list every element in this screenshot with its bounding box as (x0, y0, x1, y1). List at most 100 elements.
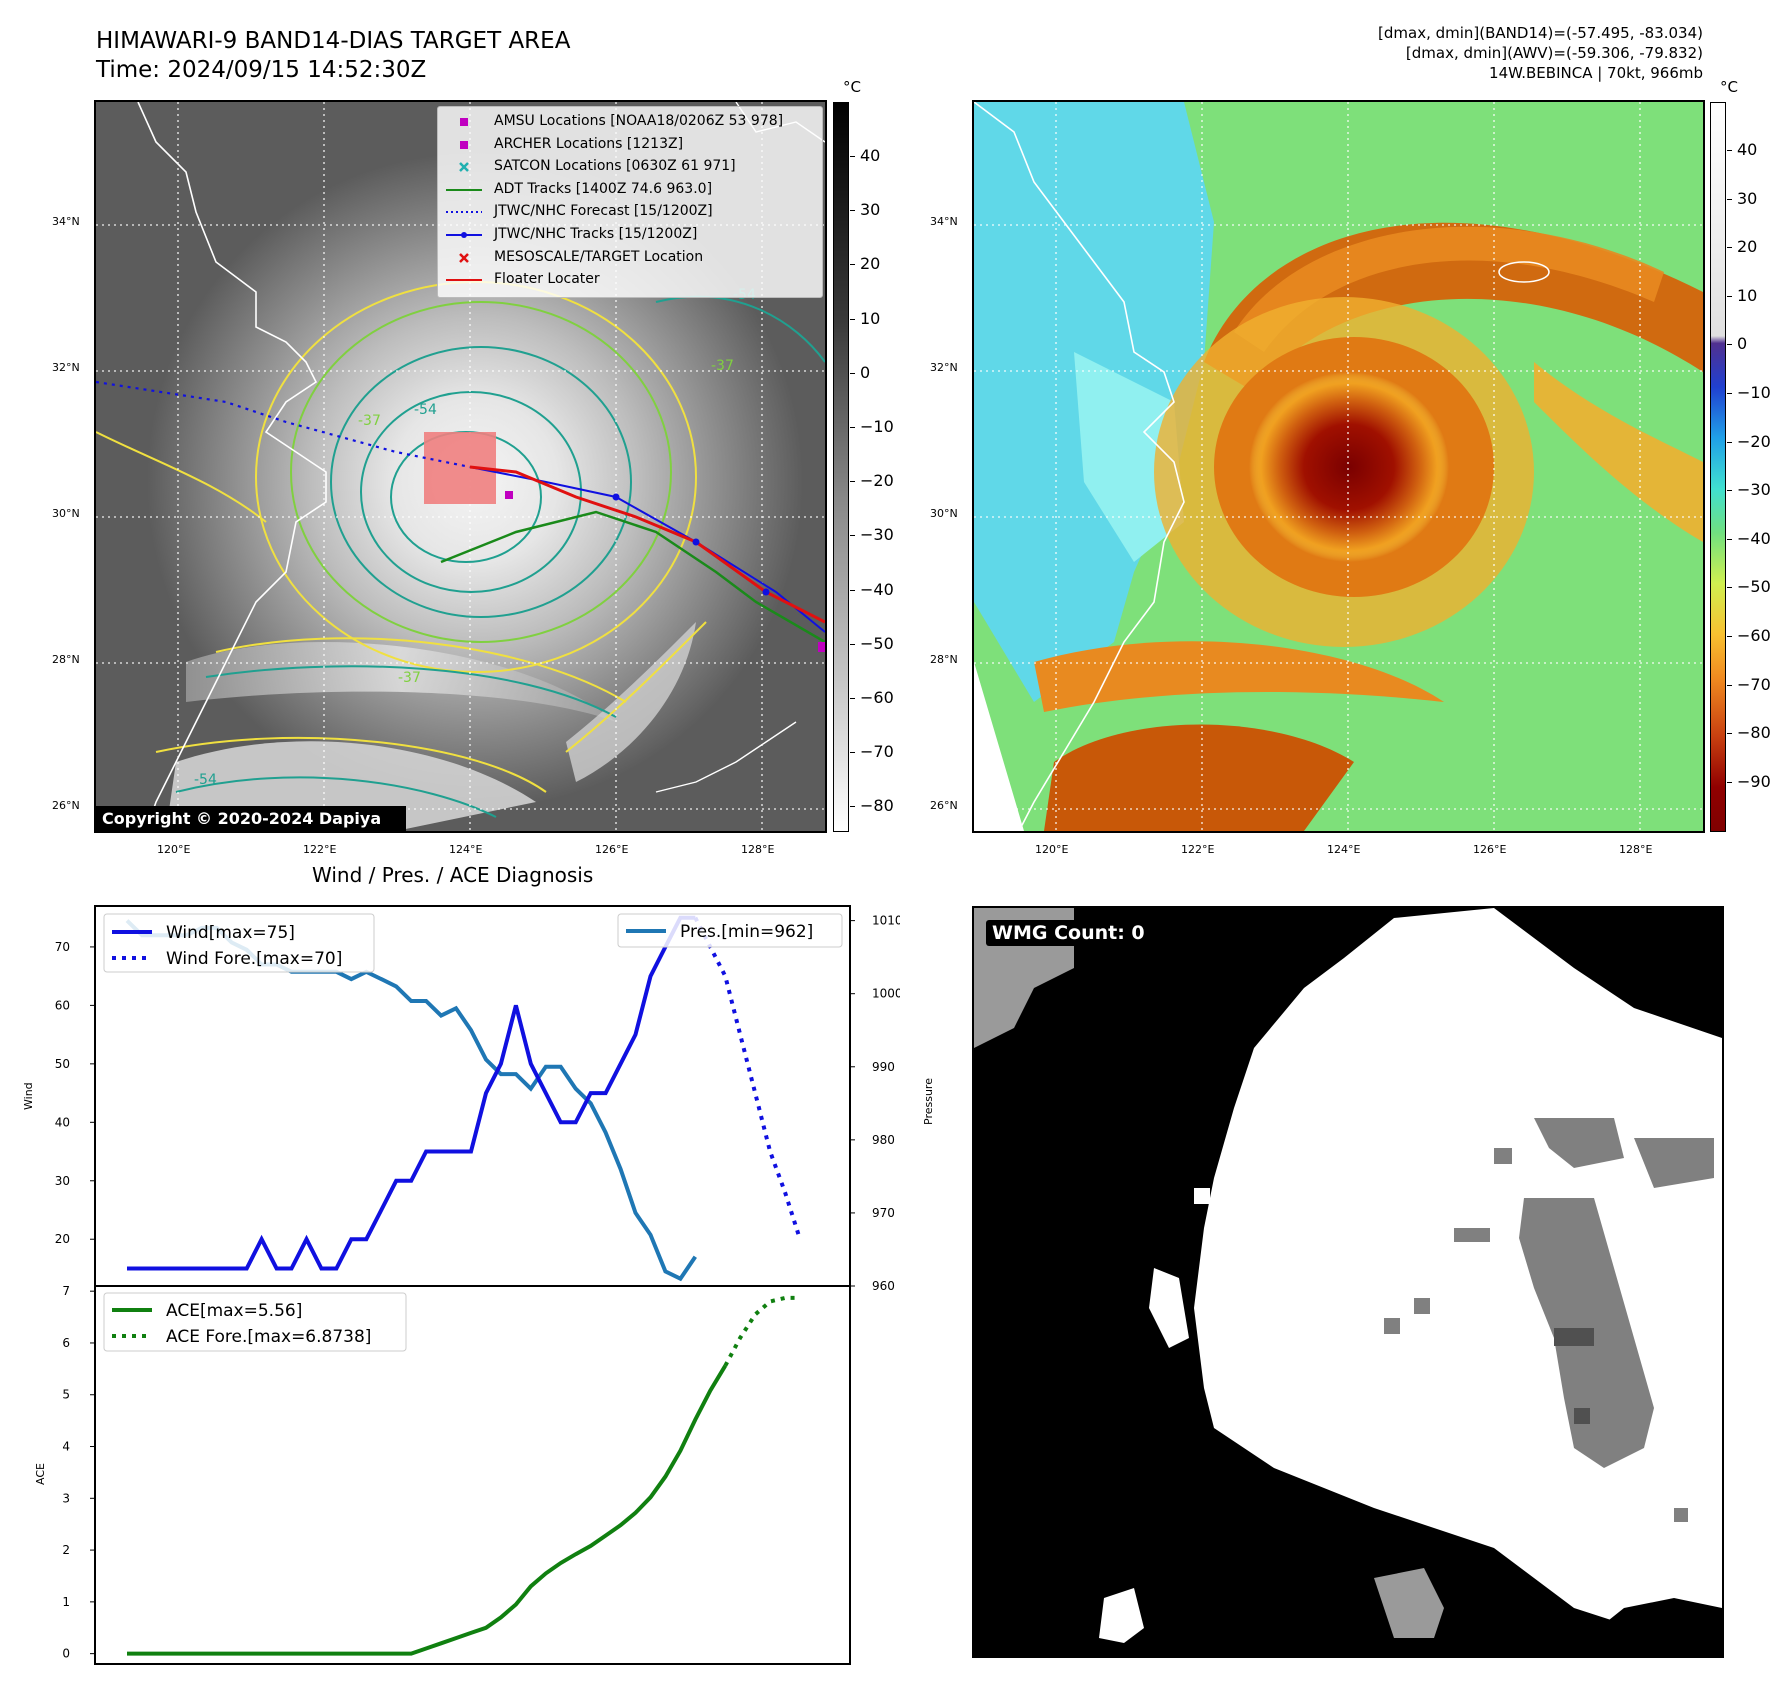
axis-tick-label: 5 (62, 1388, 70, 1402)
wmg-canvas (974, 908, 1722, 1656)
awv-lat-tick: 30°N (930, 507, 958, 520)
colorbar-tick-mark (1727, 733, 1732, 735)
axis-tick-label: 980 (872, 1133, 895, 1147)
ir-contour-label: -54 (414, 402, 437, 418)
ir-legend-entry: MESOSCALE/TARGET Location (444, 247, 816, 270)
axis-tick-label: 1000 (872, 987, 900, 1001)
awv-map (972, 100, 1705, 833)
axis-tick-label: 20 (55, 1232, 70, 1246)
axis-tick-label: 6 (62, 1336, 70, 1350)
axis-tick-label: 990 (872, 1060, 895, 1074)
ir-contour-label: -37 (358, 413, 381, 429)
wind-fore-legend-label: Wind Fore.[max=70] (166, 949, 342, 969)
axis-tick-label: 2 (62, 1543, 70, 1557)
ir-legend-swatch (446, 188, 482, 191)
wind-legend: Wind[max=75] Wind Fore.[max=70] (103, 913, 375, 973)
axis-tick-label: 60 (55, 998, 70, 1012)
colorbar-tick-label: −10 (860, 417, 894, 436)
colorbar-tick-label: −50 (860, 633, 894, 653)
pressure-axis-label: Pressure (922, 1078, 935, 1125)
awv-lat-tick: 28°N (930, 653, 958, 666)
colorbar-tick-label: 20 (1737, 237, 1758, 257)
pressure-legend-label: Pres.[min=962] (680, 922, 813, 942)
axis-tick-label: 40 (55, 1115, 70, 1129)
ir-legend-entry: AMSU Locations [NOAA18/0206Z 53 978] (444, 111, 816, 134)
ir-legend-label: JTWC/NHC Forecast [15/1200Z] (494, 203, 713, 220)
colorbar-tick-mark (1727, 344, 1732, 346)
awv-map-canvas (974, 102, 1703, 831)
colorbar-tick-mark (850, 210, 855, 212)
ace-legend-label: ACE[max=5.56] (166, 1301, 302, 1321)
colorbar-tick-mark (850, 264, 855, 266)
axis-tick-label: 4 (62, 1440, 70, 1454)
colorbar-tick-label: 10 (860, 308, 881, 328)
ir-legend-swatch (446, 279, 482, 282)
ir-lon-tick: 128°E (741, 843, 775, 856)
colorbar-tick-label: 30 (860, 200, 881, 220)
ir-legend-entry: ARCHER Locations [1213Z] (444, 134, 816, 157)
ir-legend-label: MESOSCALE/TARGET Location (494, 248, 704, 265)
ir-lat-tick: 32°N (52, 361, 80, 374)
ir-legend-swatch (459, 162, 469, 173)
colorbar-tick-mark (1727, 247, 1732, 249)
colorbar-tick-mark (1727, 781, 1732, 783)
wmg-count-label: WMG Count: 0 (986, 920, 1151, 946)
ir-coastline (137, 102, 327, 831)
colorbar-tick-label: −30 (1737, 480, 1771, 500)
awv-lon-tick: 128°E (1619, 843, 1653, 856)
ir-lon-tick: 126°E (595, 843, 629, 856)
colorbar-tick-label: 40 (860, 146, 881, 165)
colorbar-tick-label: 30 (1737, 188, 1758, 208)
awv-range: [dmax, dmin](AWV)=(-59.306, -79.832) (1405, 44, 1703, 62)
ir-legend-entry: Floater Locater (444, 269, 816, 292)
ir-legend-swatch (460, 118, 468, 126)
ace-ticks: 7 6 5 4 3 2 1 0 (62, 1284, 95, 1661)
colorbar-tick-label: −30 (860, 525, 894, 545)
awv-gridlines (974, 102, 1703, 831)
colorbar-tick-mark (1727, 684, 1732, 686)
ir-legend-entry: JTWC/NHC Tracks [15/1200Z] (444, 224, 816, 247)
ir-legend-entry: ADT Tracks [1400Z 74.6 963.0] (444, 179, 816, 202)
colorbar-tick-label: 40 (1737, 140, 1758, 159)
ir-contour-label: -37 (398, 670, 421, 686)
ir-legend-label: Floater Locater (494, 271, 600, 288)
colorbar-tick-label: 0 (860, 362, 871, 382)
wmg-panel: WMG Count: 0 (972, 906, 1724, 1658)
colorbar-tick-label: −50 (1737, 577, 1771, 597)
ir-legend-label: ARCHER Locations [1213Z] (494, 135, 684, 152)
axis-tick-label: 1 (62, 1595, 70, 1609)
awv-lon-tick: 124°E (1327, 843, 1361, 856)
colorbar-tick-mark (850, 698, 855, 699)
awv-lon-tick: 126°E (1473, 843, 1507, 856)
colorbar-tick-label: −20 (860, 471, 894, 491)
storm-info: 14W.BEBINCA | 70kt, 966mb (1489, 64, 1703, 82)
copyright-box (96, 806, 406, 831)
axis-tick-label: 70 (55, 940, 70, 954)
archer-location (505, 491, 513, 499)
colorbar-tick-mark (1727, 587, 1732, 589)
ir-legend-swatch (446, 232, 482, 238)
ir-lat-tick: 34°N (52, 215, 80, 228)
ir-legend-label: ADT Tracks [1400Z 74.6 963.0] (494, 180, 713, 197)
colorbar-tick-mark (850, 589, 855, 591)
axis-tick-label: 0 (62, 1647, 70, 1661)
awv-lat-tick: 32°N (930, 361, 958, 374)
figure-time: Time: 2024/09/15 14:52:30Z (96, 57, 427, 83)
axis-tick-label: 7 (62, 1284, 70, 1298)
colorbar-tick-mark (1727, 490, 1732, 492)
axis-tick-label: 960 (872, 1279, 895, 1293)
axis-tick-label: 30 (55, 1174, 70, 1188)
ir-colorbar (833, 102, 849, 832)
colorbar-tick-label: −60 (1737, 626, 1771, 645)
colorbar-tick-mark (1727, 441, 1732, 443)
ir-lon-tick: 120°E (157, 843, 191, 856)
ace-series-line (127, 1364, 728, 1656)
colorbar-tick-mark (850, 318, 855, 320)
figure-title: HIMAWARI-9 BAND14-DIAS TARGET AREA (96, 28, 571, 54)
ir-lat-tick: 28°N (52, 653, 80, 666)
copyright-text: Copyright © 2020-2024 Dapiya (102, 809, 381, 828)
colorbar-tick-label: −70 (1737, 674, 1771, 694)
ir-contour-label: -54 (194, 772, 217, 788)
wind-legend-label: Wind[max=75] (166, 923, 295, 943)
awv-lon-tick: 122°E (1181, 843, 1215, 856)
